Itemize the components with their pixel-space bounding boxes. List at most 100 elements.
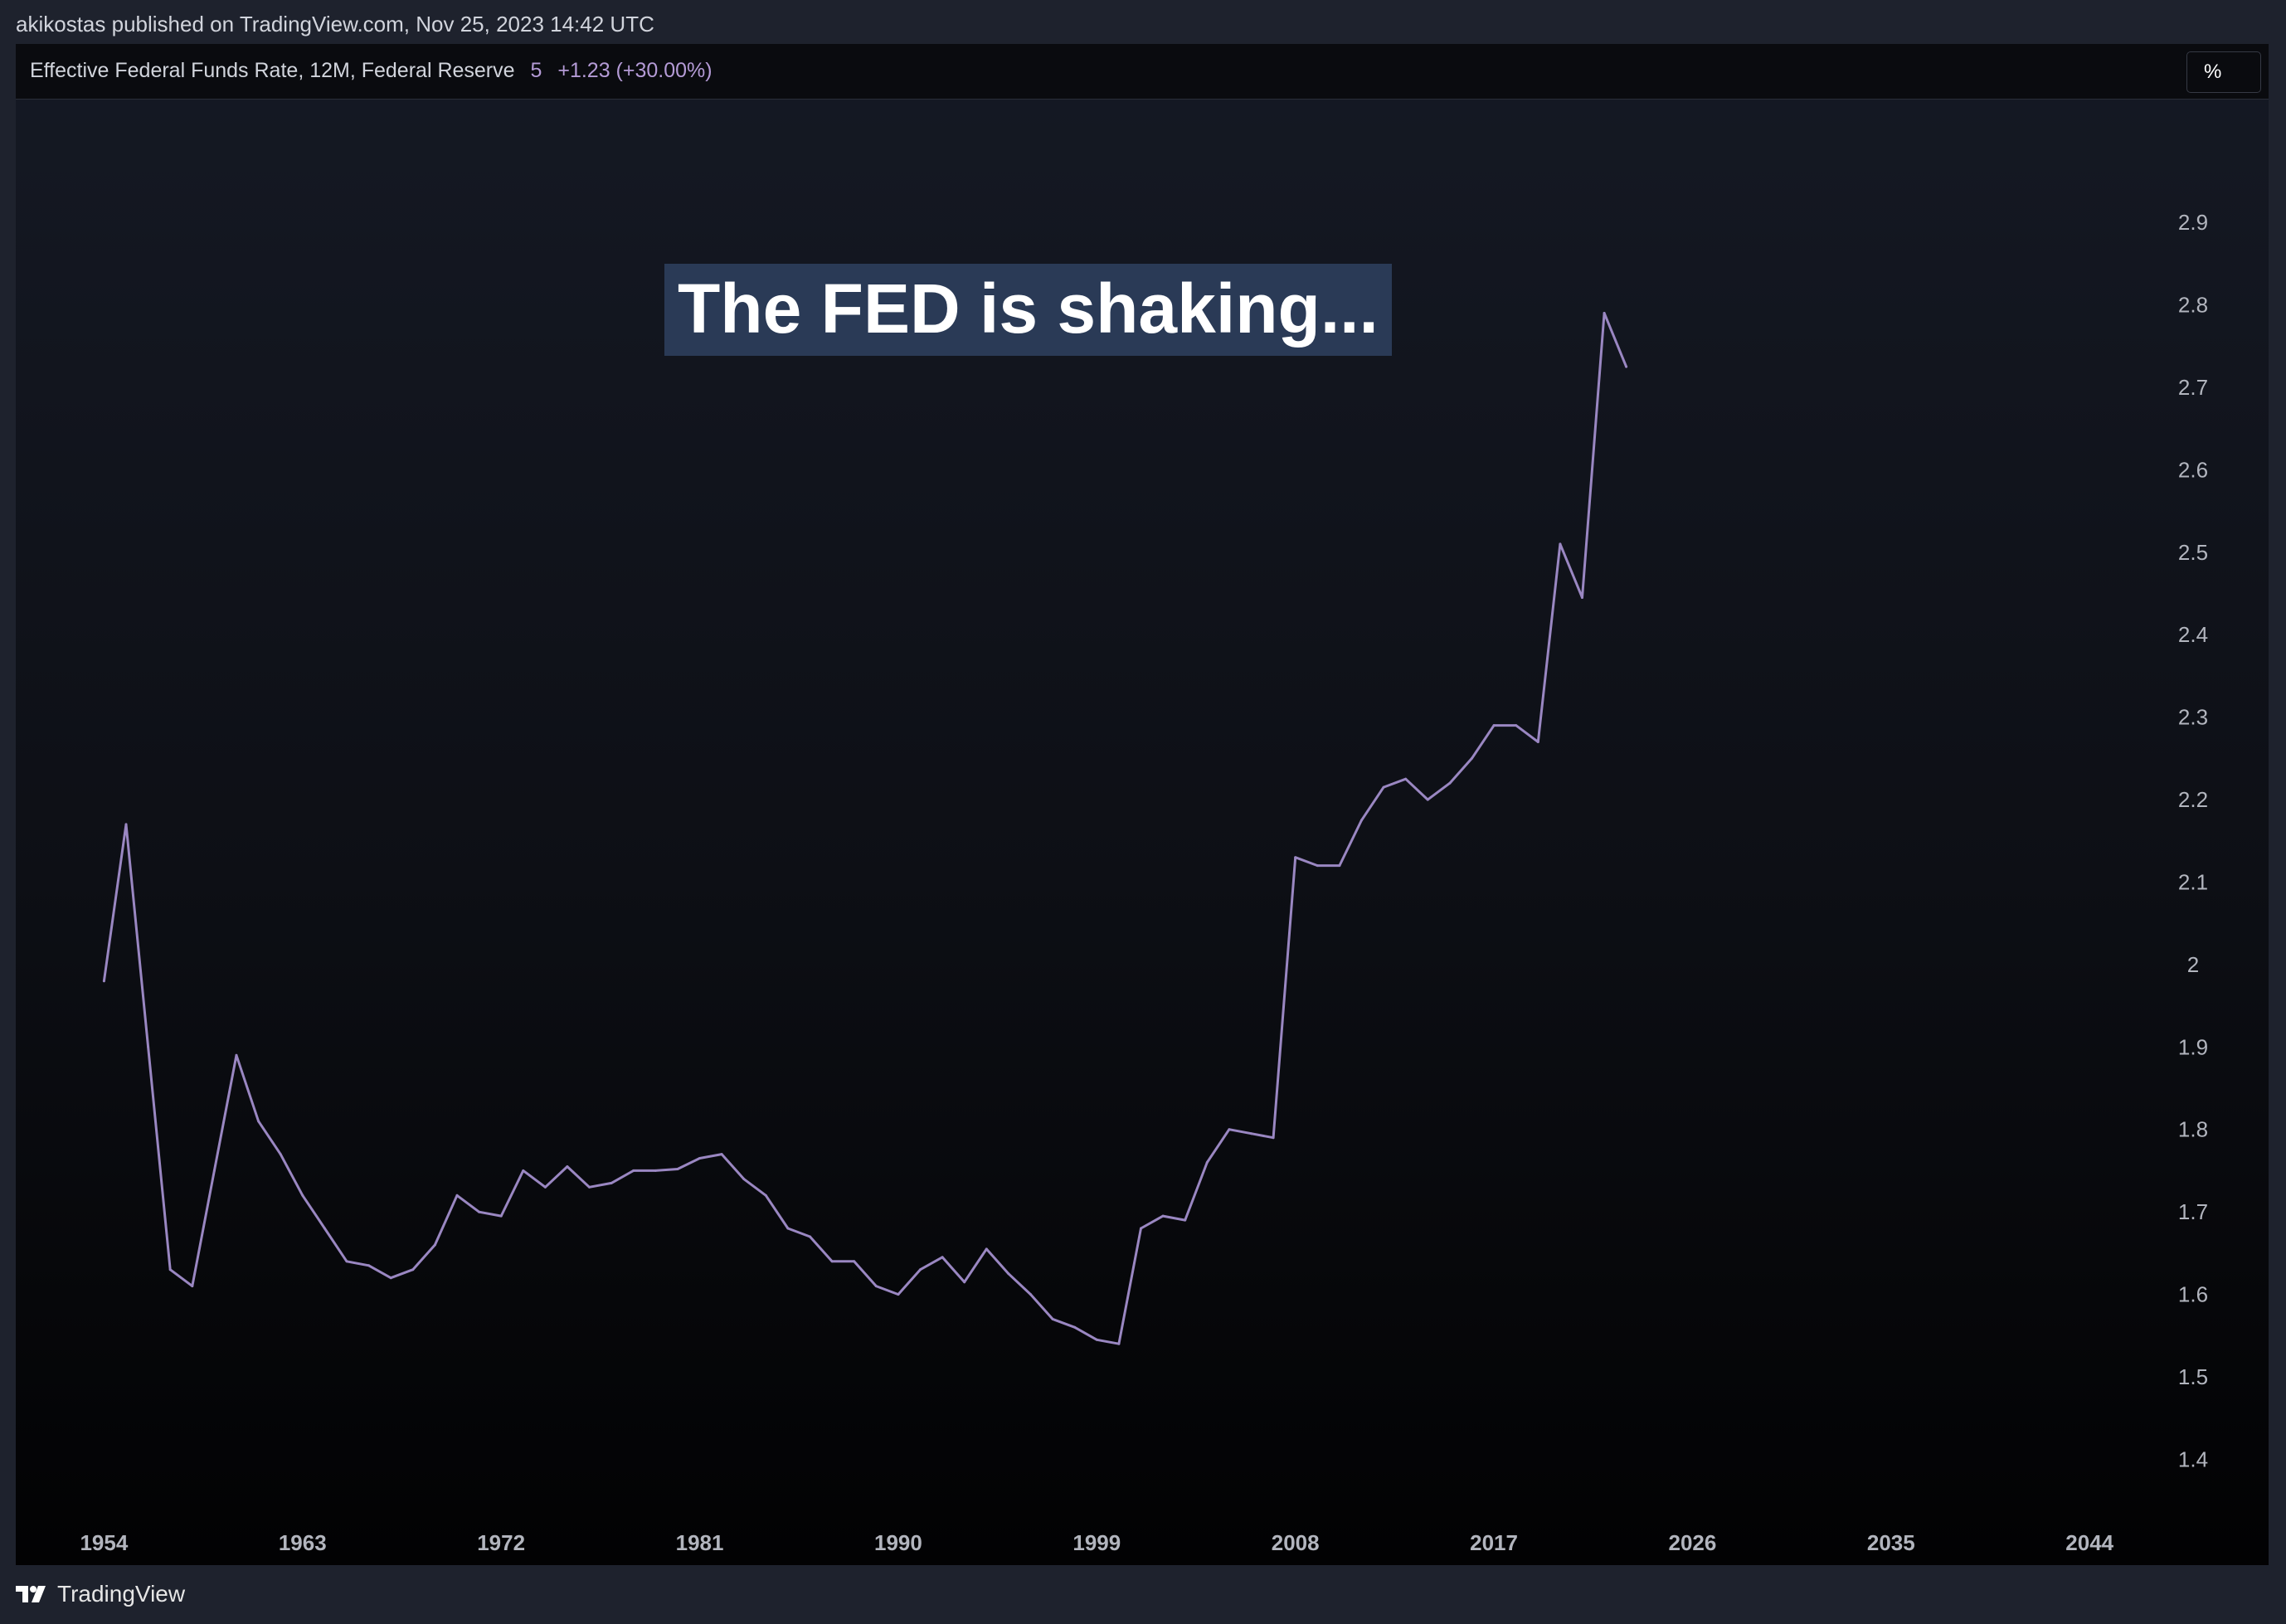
data-point[interactable] [543, 1185, 547, 1189]
y-tick-label: 2.3 [2178, 705, 2208, 730]
data-point[interactable] [279, 1153, 282, 1156]
data-point[interactable] [1360, 819, 1363, 822]
chart-pane[interactable]: 2.9 2.8 2.7 2.6 2.5 2.4 2.3 2.2 2.1 2 1.9 1.8 1.7 1.6… [16, 44, 2269, 1565]
data-point[interactable] [1294, 856, 1297, 859]
x-tick-label: 1972 [477, 1530, 525, 1555]
y-tick-label: 1.5 [2178, 1364, 2208, 1389]
data-point[interactable] [345, 1260, 348, 1263]
data-point[interactable] [963, 1281, 966, 1284]
data-point[interactable] [919, 1268, 922, 1271]
y-tick-label: 2.1 [2178, 869, 2208, 894]
chart-plot[interactable]: 2.9 2.8 2.7 2.6 2.5 2.4 2.3 2.2 2.1 2 1.9 1.8 1.7 1.6… [16, 44, 2269, 1565]
data-point[interactable] [478, 1210, 481, 1213]
data-point[interactable] [1316, 864, 1319, 868]
data-point[interactable] [764, 1194, 767, 1197]
y-tick-label: 2.4 [2178, 622, 2208, 647]
data-point[interactable] [1095, 1338, 1098, 1341]
y-tick-label: 1.4 [2178, 1447, 2208, 1471]
x-tick-label: 1990 [874, 1530, 922, 1555]
data-point[interactable] [610, 1181, 613, 1184]
text-annotation[interactable]: The FED is shaking... [664, 264, 1392, 356]
data-point[interactable] [1581, 596, 1583, 599]
data-point[interactable] [1338, 864, 1341, 868]
data-point[interactable] [1536, 741, 1539, 743]
data-point[interactable] [1515, 724, 1518, 727]
x-tick-label: 2026 [1669, 1530, 1717, 1555]
data-point[interactable] [1073, 1325, 1077, 1329]
data-point[interactable] [654, 1169, 657, 1172]
data-point[interactable] [1117, 1342, 1121, 1345]
data-point[interactable] [522, 1169, 525, 1172]
legend-bar: Effective Federal Funds Rate, 12M, Feder… [16, 44, 2269, 100]
data-point[interactable] [367, 1264, 371, 1267]
data-point[interactable] [676, 1168, 679, 1170]
data-point[interactable] [720, 1153, 723, 1156]
data-point[interactable] [698, 1157, 701, 1160]
data-point[interactable] [1051, 1317, 1054, 1320]
data-point[interactable] [433, 1243, 436, 1247]
data-points [102, 312, 1628, 1345]
data-point[interactable] [212, 1169, 216, 1172]
y-tick-label: 1.9 [2178, 1034, 2208, 1059]
data-point[interactable] [742, 1177, 746, 1180]
data-point[interactable] [1448, 781, 1452, 785]
data-point[interactable] [1492, 724, 1496, 727]
data-point[interactable] [786, 1227, 790, 1230]
data-point[interactable] [566, 1165, 569, 1168]
x-tick-label: 2017 [1470, 1530, 1518, 1555]
data-point[interactable] [323, 1227, 326, 1230]
data-point[interactable] [1161, 1214, 1165, 1218]
data-point[interactable] [235, 1053, 238, 1057]
data-point[interactable] [1625, 365, 1628, 368]
series-legend[interactable]: Effective Federal Funds Rate, 12M, Feder… [30, 59, 713, 83]
data-point[interactable] [257, 1120, 260, 1123]
data-point[interactable] [1250, 1132, 1252, 1135]
data-point[interactable] [985, 1247, 988, 1251]
data-point[interactable] [632, 1169, 635, 1172]
data-point[interactable] [1603, 312, 1606, 314]
data-point[interactable] [168, 1268, 172, 1271]
series-last-value: 5 [530, 59, 542, 82]
data-point[interactable] [1559, 542, 1562, 546]
y-tick-label: 2.7 [2178, 375, 2208, 400]
data-point[interactable] [1382, 785, 1385, 789]
data-point[interactable] [1205, 1161, 1209, 1164]
data-point[interactable] [1471, 756, 1473, 760]
data-point[interactable] [830, 1260, 834, 1263]
series-line[interactable] [102, 312, 1628, 1345]
y-tick-label: 2.9 [2178, 210, 2208, 235]
data-point[interactable] [411, 1268, 415, 1271]
data-point[interactable] [455, 1194, 459, 1197]
footer: TradingView [16, 1581, 185, 1607]
data-point[interactable] [1426, 798, 1429, 801]
y-tick-label: 2.8 [2178, 293, 2208, 318]
data-point[interactable] [853, 1260, 856, 1263]
data-point[interactable] [588, 1185, 591, 1189]
data-point[interactable] [1184, 1218, 1187, 1222]
data-point[interactable] [1272, 1136, 1275, 1140]
data-point[interactable] [941, 1256, 944, 1259]
data-point[interactable] [124, 823, 128, 826]
data-point[interactable] [102, 980, 105, 983]
x-tick-label: 1981 [676, 1530, 724, 1555]
x-tick-label: 1954 [80, 1530, 128, 1555]
percent-scale-button[interactable]: % [2186, 51, 2261, 93]
data-point[interactable] [301, 1194, 304, 1197]
data-point[interactable] [1140, 1227, 1142, 1230]
data-point[interactable] [809, 1235, 811, 1238]
brand-name[interactable]: TradingView [57, 1581, 186, 1607]
data-point[interactable] [389, 1276, 392, 1280]
x-tick-label: 1963 [279, 1530, 327, 1555]
data-point[interactable] [191, 1285, 194, 1288]
data-point[interactable] [499, 1214, 503, 1218]
data-point[interactable] [1404, 777, 1408, 780]
data-point[interactable] [897, 1293, 900, 1296]
y-tick-label: 1.7 [2178, 1199, 2208, 1224]
data-point[interactable] [1228, 1128, 1231, 1131]
data-point[interactable] [147, 1045, 150, 1048]
y-tick-label: 2 [2187, 952, 2199, 977]
data-point[interactable] [1029, 1293, 1032, 1296]
data-point[interactable] [1007, 1272, 1010, 1276]
x-tick-label: 2008 [1272, 1530, 1320, 1555]
data-point[interactable] [874, 1285, 878, 1288]
